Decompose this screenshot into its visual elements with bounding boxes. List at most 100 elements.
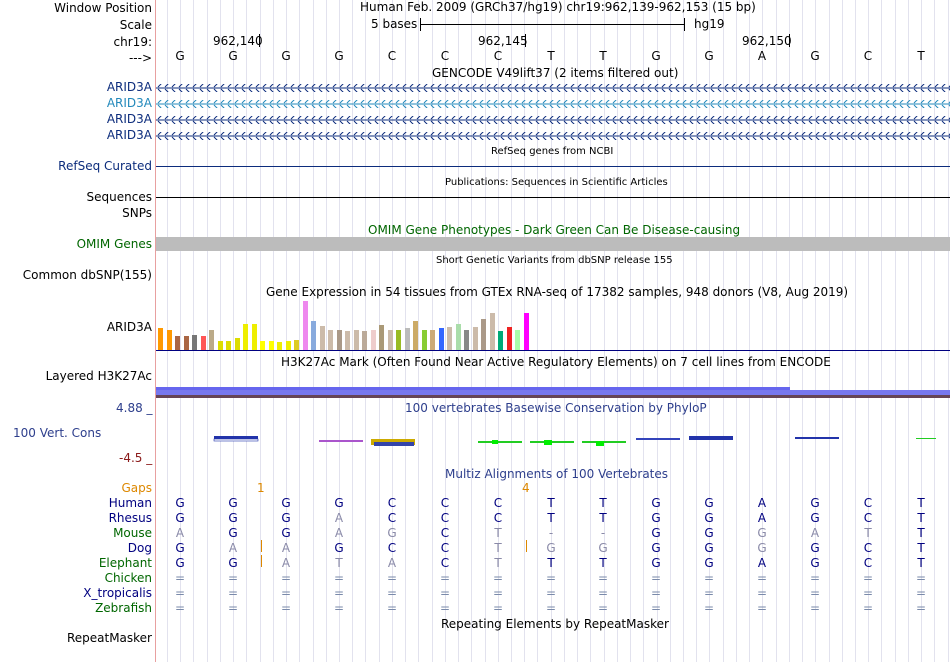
alignment-base: A bbox=[757, 496, 767, 510]
gtex-tissue-bar[interactable] bbox=[200, 336, 206, 350]
alignment-base: = bbox=[227, 571, 239, 585]
alignment-base: = bbox=[439, 586, 451, 600]
gap-marker-elephant bbox=[261, 555, 262, 567]
gtex-tissue-bar[interactable] bbox=[396, 330, 401, 350]
alignment-base: = bbox=[227, 586, 239, 600]
species-label-rhesus[interactable]: Rhesus bbox=[108, 511, 152, 525]
gtex-tissue-bar[interactable] bbox=[481, 319, 486, 350]
alignment-base: G bbox=[228, 511, 238, 525]
gtex-tissue-bar[interactable] bbox=[370, 330, 376, 350]
species-label-elephant[interactable]: Elephant bbox=[98, 556, 152, 570]
publications-label[interactable]: Sequences bbox=[86, 190, 152, 204]
refseq-line[interactable] bbox=[156, 166, 950, 167]
gtex-label[interactable]: ARID3A bbox=[106, 320, 152, 334]
snps-label[interactable]: SNPs bbox=[122, 206, 152, 220]
gtex-tissue-bar[interactable] bbox=[166, 330, 172, 350]
gtex-tissue-bar[interactable] bbox=[328, 330, 333, 350]
gtex-tissue-bar[interactable] bbox=[234, 338, 240, 350]
repeatmasker-label[interactable]: RepeatMasker bbox=[66, 631, 152, 645]
species-label-human[interactable]: Human bbox=[108, 496, 152, 510]
gencode-track-label-1[interactable]: ARID3A bbox=[106, 80, 152, 94]
gencode-gene-models[interactable] bbox=[156, 80, 950, 142]
gtex-tissue-bar[interactable] bbox=[158, 328, 163, 350]
refseq-label[interactable]: RefSeq Curated bbox=[58, 159, 152, 173]
gtex-tissue-bar[interactable] bbox=[345, 331, 350, 350]
gtex-tissue-bar[interactable] bbox=[447, 327, 452, 350]
gtex-tissue-bar[interactable] bbox=[243, 324, 248, 350]
gtex-tissue-bar[interactable] bbox=[455, 324, 461, 350]
gtex-tissue-bar[interactable] bbox=[353, 330, 359, 350]
gtex-tissue-bar[interactable] bbox=[175, 336, 180, 350]
gencode-track-label-3[interactable]: ARID3A bbox=[106, 112, 152, 126]
gencode-track-label-4[interactable]: ARID3A bbox=[106, 128, 152, 142]
alignment-base: G bbox=[704, 556, 714, 570]
h3k27ac-label[interactable]: Layered H3K27Ac bbox=[45, 369, 152, 383]
reference-base: T bbox=[917, 49, 925, 63]
alignment-base: = bbox=[597, 586, 609, 600]
gtex-tissue-bar[interactable] bbox=[302, 301, 308, 350]
gtex-tissue-bar[interactable] bbox=[413, 321, 418, 350]
grid-line bbox=[260, 0, 261, 662]
grid-line bbox=[193, 0, 194, 662]
omim-feature-bar[interactable] bbox=[156, 237, 950, 251]
gtex-tissue-bar[interactable] bbox=[336, 330, 342, 350]
gtex-tissue-bar[interactable] bbox=[523, 313, 529, 350]
grid-line bbox=[392, 0, 393, 662]
grid-line bbox=[299, 0, 300, 662]
grid-line bbox=[630, 0, 631, 662]
scale-assembly: hg19 bbox=[694, 17, 725, 31]
gtex-tissue-bar[interactable] bbox=[387, 330, 393, 350]
omim-label[interactable]: OMIM Genes bbox=[76, 237, 152, 251]
gtex-tissue-bar[interactable] bbox=[464, 330, 469, 350]
gtex-tissue-bar[interactable] bbox=[472, 327, 478, 350]
gtex-bar-chart[interactable] bbox=[156, 300, 556, 350]
species-label-dog[interactable]: Dog bbox=[127, 541, 152, 555]
h3k27ac-signal-1[interactable] bbox=[156, 387, 790, 391]
dbsnp-label[interactable]: Common dbSNP(155) bbox=[22, 268, 152, 282]
alignment-base: T bbox=[864, 526, 872, 540]
gtex-tissue-bar[interactable] bbox=[285, 341, 291, 350]
gtex-tissue-bar[interactable] bbox=[217, 341, 223, 350]
grid-line bbox=[815, 0, 816, 662]
gtex-tissue-bar[interactable] bbox=[294, 340, 299, 350]
alignment-base: T bbox=[494, 541, 502, 555]
gtex-tissue-bar[interactable] bbox=[489, 313, 495, 350]
species-label-x_tropicalis[interactable]: X_tropicalis bbox=[83, 586, 152, 600]
gtex-tissue-bar[interactable] bbox=[506, 327, 512, 350]
gtex-tissue-bar[interactable] bbox=[404, 328, 410, 350]
species-label-zebrafish[interactable]: Zebrafish bbox=[95, 601, 152, 615]
gtex-tissue-bar[interactable] bbox=[226, 341, 231, 350]
gtex-tissue-bar[interactable] bbox=[430, 330, 435, 350]
gtex-tissue-bar[interactable] bbox=[251, 324, 257, 350]
grid-line bbox=[709, 0, 710, 662]
publications-line[interactable] bbox=[156, 197, 950, 198]
gtex-tissue-bar[interactable] bbox=[277, 342, 282, 350]
gtex-tissue-bar[interactable] bbox=[311, 321, 316, 350]
gencode-track-label-2[interactable]: ARID3A bbox=[106, 96, 152, 110]
alignment-base: = bbox=[915, 586, 927, 600]
alignment-base: = bbox=[333, 601, 345, 615]
gtex-tissue-bar[interactable] bbox=[421, 330, 427, 350]
h3k27ac-signal-3[interactable] bbox=[156, 395, 950, 398]
species-label-mouse[interactable]: Mouse bbox=[113, 526, 152, 540]
gtex-tissue-bar[interactable] bbox=[319, 326, 325, 350]
gtex-tissue-bar[interactable] bbox=[268, 341, 274, 350]
gtex-tissue-bar[interactable] bbox=[209, 330, 214, 350]
gtex-tissue-bar[interactable] bbox=[260, 341, 265, 350]
species-label-chicken[interactable]: Chicken bbox=[104, 571, 152, 585]
conservation-wiggle[interactable] bbox=[156, 430, 950, 452]
grid-line bbox=[220, 0, 221, 662]
publications-title: Publications: Sequences in Scientific Ar… bbox=[445, 177, 668, 188]
conservation-label[interactable]: 100 Vert. Cons bbox=[13, 426, 102, 440]
gtex-tissue-bar[interactable] bbox=[515, 330, 520, 350]
grid-line bbox=[511, 0, 512, 662]
gtex-tissue-bar[interactable] bbox=[379, 325, 384, 350]
gtex-tissue-bar[interactable] bbox=[438, 328, 444, 350]
gtex-tissue-bar[interactable] bbox=[498, 331, 503, 350]
gtex-tissue-bar[interactable] bbox=[192, 335, 197, 350]
gtex-tissue-bar[interactable] bbox=[362, 331, 367, 350]
gtex-tissue-bar[interactable] bbox=[183, 336, 189, 350]
omim-title: OMIM Gene Phenotypes - Dark Green Can Be… bbox=[368, 223, 741, 237]
h3k27ac-signal-2[interactable] bbox=[156, 390, 950, 395]
alignment-base: C bbox=[387, 496, 397, 510]
